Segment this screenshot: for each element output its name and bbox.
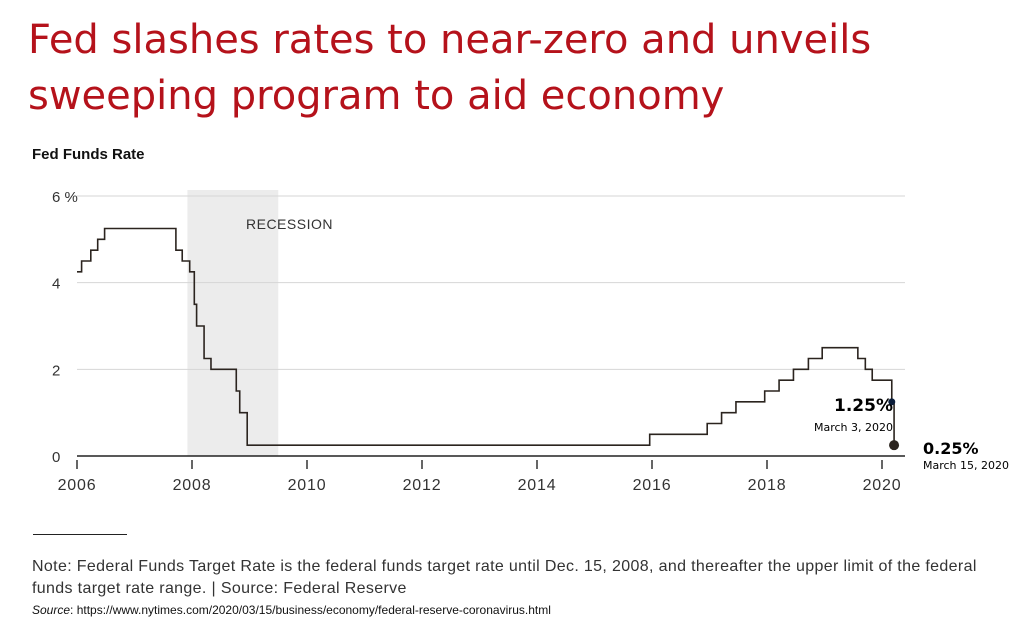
y-tick-label: 4 xyxy=(52,276,60,293)
x-tick-label: 2014 xyxy=(518,477,557,494)
march-15-date-label: March 15, 2020 xyxy=(923,459,1009,472)
x-tick-label: 2012 xyxy=(403,477,442,494)
source-url: : https://www.nytimes.com/2020/03/15/bus… xyxy=(70,603,551,617)
x-tick-label: 2010 xyxy=(288,477,327,494)
y-tick-label: 6 % xyxy=(52,189,78,206)
march-15-point xyxy=(889,440,900,451)
rate-step-line xyxy=(77,227,895,446)
march-3-value-label: 1.25% xyxy=(834,396,893,416)
recession-band xyxy=(187,190,279,456)
chart-title: Fed Funds Rate xyxy=(32,146,145,163)
march-3-date-label: March 3, 2020 xyxy=(814,421,893,434)
x-tick-label: 2008 xyxy=(173,477,212,494)
source-citation: Source: https://www.nytimes.com/2020/03/… xyxy=(32,603,551,617)
footnote-divider xyxy=(33,534,127,535)
x-tick-label: 2018 xyxy=(748,477,787,494)
chart-note: Note: Federal Funds Target Rate is the f… xyxy=(32,558,977,597)
recession-label: RECESSION xyxy=(246,216,333,232)
x-tick-label: 2016 xyxy=(633,477,672,494)
y-tick-label: 0 xyxy=(52,449,60,466)
march-3-point xyxy=(888,398,896,406)
x-tick-label: 2020 xyxy=(863,477,902,494)
x-tick-label: 2006 xyxy=(58,477,97,494)
source-label: Source xyxy=(32,603,71,617)
headline: Fed slashes rates to near-zero and unvei… xyxy=(28,17,872,119)
march-15-value-label: 0.25% xyxy=(923,439,979,458)
y-tick-label: 2 xyxy=(52,362,60,379)
